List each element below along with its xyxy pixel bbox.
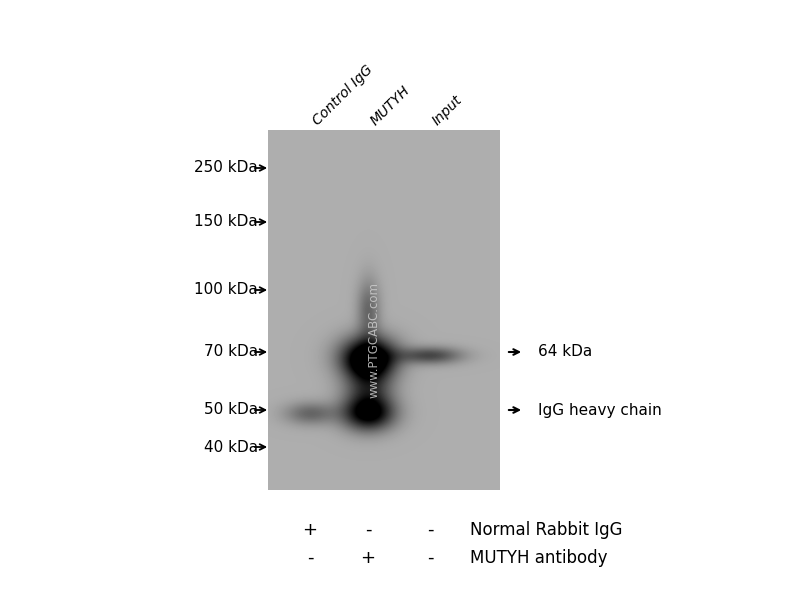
Text: +: + — [361, 549, 375, 567]
Bar — [268, 130, 500, 490]
Text: 64 kDa: 64 kDa — [538, 344, 592, 359]
Text: 50 kDa: 50 kDa — [204, 403, 258, 418]
Text: MUTYH: MUTYH — [368, 83, 413, 128]
Text: -: - — [306, 549, 314, 567]
Text: -: - — [365, 521, 371, 539]
Text: 250 kDa: 250 kDa — [194, 160, 258, 175]
Text: www.PTGCABC.com: www.PTGCABC.com — [367, 282, 381, 398]
Text: MUTYH antibody: MUTYH antibody — [470, 549, 607, 567]
Text: -: - — [426, 521, 434, 539]
Text: +: + — [302, 521, 318, 539]
Text: Normal Rabbit IgG: Normal Rabbit IgG — [470, 521, 622, 539]
Text: Input: Input — [430, 93, 466, 128]
Text: 40 kDa: 40 kDa — [204, 439, 258, 455]
Text: -: - — [426, 549, 434, 567]
Text: Control IgG: Control IgG — [310, 62, 375, 128]
Text: 100 kDa: 100 kDa — [194, 283, 258, 298]
Text: IgG heavy chain: IgG heavy chain — [538, 403, 662, 418]
Text: 70 kDa: 70 kDa — [204, 344, 258, 359]
Text: 150 kDa: 150 kDa — [194, 214, 258, 229]
